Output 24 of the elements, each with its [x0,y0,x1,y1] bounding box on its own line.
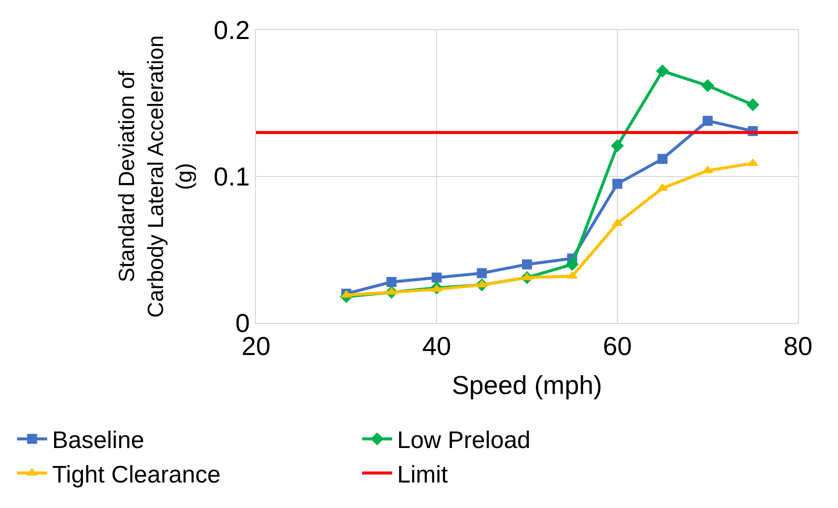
point [656,64,669,78]
legend-label: Tight Clearance [52,461,221,488]
point [746,98,760,112]
legend-label: Low Preload [397,427,531,454]
point [610,139,624,152]
y-tick-label: 0.2 [214,15,250,46]
point [612,178,622,189]
point [476,268,487,278]
point [566,258,579,271]
point [702,116,713,126]
legend-label: Limit [397,461,448,488]
y-tick-label: 0.1 [214,162,250,192]
point [432,272,442,283]
x-tick-label: 20 [242,331,270,362]
x-tick-label: 60 [602,331,632,362]
point [658,154,668,164]
y-axis-title: Standard Deviation of Carbody Lateral Acceleration (g) [114,35,196,318]
x-tick-label: 80 [784,331,812,362]
point [522,259,532,270]
point [386,276,396,287]
legend-label: Baseline [52,427,144,454]
x-tick-label: 40 [422,331,452,362]
x-axis-title: Speed (mph) [452,370,602,400]
point [701,79,714,92]
